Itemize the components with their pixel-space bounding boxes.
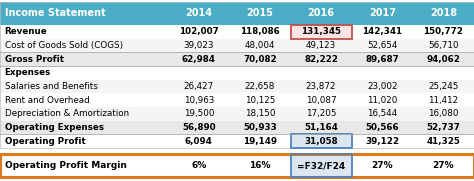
Text: 6%: 6% [191,161,207,170]
Text: Operating Profit Margin: Operating Profit Margin [5,161,127,170]
Text: Operating Profit: Operating Profit [5,137,85,146]
Bar [0,134,474,148]
Text: 11,020: 11,020 [367,96,398,105]
Text: 51,164: 51,164 [304,123,338,132]
Text: 48,004: 48,004 [245,41,275,50]
Text: 2018: 2018 [430,8,457,18]
Text: 52,654: 52,654 [367,41,398,50]
Text: 102,007: 102,007 [179,27,219,36]
Text: Expenses: Expenses [5,68,51,77]
Text: 131,345: 131,345 [301,27,341,36]
Text: Income Statement: Income Statement [5,8,105,18]
Bar [0,2,474,148]
Text: 39,023: 39,023 [183,41,214,50]
Text: 27%: 27% [433,161,454,170]
Text: 50,933: 50,933 [243,123,277,132]
Text: 25,245: 25,245 [428,82,459,91]
Text: 16,080: 16,080 [428,109,459,118]
Bar [0,52,474,66]
Text: 23,872: 23,872 [306,82,337,91]
Text: 41,325: 41,325 [427,137,460,146]
Text: 52,737: 52,737 [427,123,460,132]
Bar [0,66,474,80]
Bar [0,2,474,25]
Bar [0,39,474,52]
Bar [0,80,474,93]
Text: 50,566: 50,566 [365,123,399,132]
Text: 142,341: 142,341 [362,27,402,36]
Bar [0,93,474,107]
Text: 118,086: 118,086 [240,27,280,36]
Text: 2016: 2016 [308,8,335,18]
Text: 10,125: 10,125 [245,96,275,105]
Text: 23,002: 23,002 [367,82,398,91]
Text: 89,687: 89,687 [365,54,399,64]
Text: 11,412: 11,412 [428,96,458,105]
Text: 39,122: 39,122 [365,137,399,146]
Text: 18,150: 18,150 [245,109,275,118]
Text: 70,082: 70,082 [243,54,277,64]
Text: Depreciation & Amortization: Depreciation & Amortization [5,109,129,118]
Text: 2017: 2017 [369,8,396,18]
Bar [0,154,474,177]
Text: Gross Profit: Gross Profit [5,54,64,64]
Text: 16%: 16% [249,161,271,170]
Text: 10,963: 10,963 [183,96,214,105]
Text: 94,062: 94,062 [427,54,460,64]
Text: 56,890: 56,890 [182,123,216,132]
Text: 49,123: 49,123 [306,41,336,50]
Bar [0,107,474,121]
Text: 22,658: 22,658 [245,82,275,91]
Text: 150,772: 150,772 [423,27,464,36]
Text: 27%: 27% [372,161,393,170]
Text: 19,149: 19,149 [243,137,277,146]
Text: 82,222: 82,222 [304,54,338,64]
Text: 6,094: 6,094 [185,137,213,146]
Text: 56,710: 56,710 [428,41,459,50]
Text: Rent and Overhead: Rent and Overhead [5,96,90,105]
Bar [291,134,352,148]
Bar [291,25,352,39]
Text: 17,205: 17,205 [306,109,337,118]
Text: 2014: 2014 [185,8,212,18]
Bar [0,25,474,39]
Bar [291,154,352,177]
Text: =F32/F24: =F32/F24 [297,161,345,170]
Bar [0,121,474,134]
Text: Cost of Goods Sold (COGS): Cost of Goods Sold (COGS) [5,41,123,50]
Bar [0,154,474,177]
Text: Salaries and Benefits: Salaries and Benefits [5,82,98,91]
Text: 10,087: 10,087 [306,96,337,105]
Text: 16,544: 16,544 [367,109,397,118]
Bar [291,25,352,39]
Text: Revenue: Revenue [5,27,47,36]
Bar [291,154,352,177]
Text: 26,427: 26,427 [184,82,214,91]
Text: 2015: 2015 [246,8,273,18]
Text: Operating Expenses: Operating Expenses [5,123,104,132]
Text: 31,058: 31,058 [304,137,338,146]
Bar [291,134,352,148]
Text: 19,500: 19,500 [183,109,214,118]
Text: 62,984: 62,984 [182,54,216,64]
